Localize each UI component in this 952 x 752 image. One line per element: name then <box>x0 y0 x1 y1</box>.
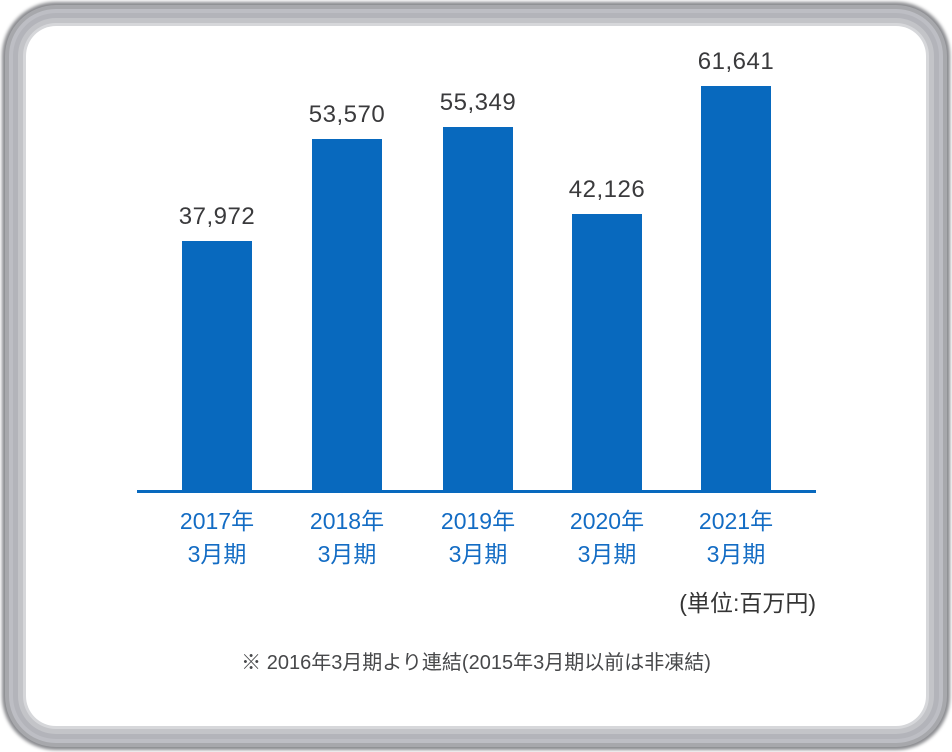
x-axis-label-line: 2018年 <box>309 508 385 534</box>
bar-value-label: 53,570 <box>308 101 386 128</box>
bar-value-label: 61,641 <box>697 48 775 75</box>
x-axis-label-line: 3月期 <box>577 541 637 567</box>
bar <box>572 214 642 490</box>
bar <box>182 241 252 490</box>
x-axis-label-line: 3月期 <box>706 541 766 567</box>
x-axis-label: 2020年 3月期 <box>527 505 687 571</box>
x-axis-label-line: 3月期 <box>187 541 247 567</box>
x-axis-line <box>137 490 816 493</box>
bar-value-label: 42,126 <box>568 176 646 203</box>
x-axis-label-line: 2020年 <box>569 508 645 534</box>
x-axis-label: 2018年 3月期 <box>267 505 427 571</box>
unit-note: (単位:百万円) <box>679 590 816 616</box>
x-axis-label-line: 3月期 <box>317 541 377 567</box>
bar-value-label: 55,349 <box>439 89 517 116</box>
bar-value-label: 37,972 <box>178 203 256 230</box>
x-axis-label-line: 2021年 <box>698 508 774 534</box>
x-axis-label: 2017年 3月期 <box>137 505 297 571</box>
bar <box>701 86 771 490</box>
chart-footnote: ※ 2016年3月期より連結(2015年3月期以前は非凍結) <box>241 652 711 674</box>
x-axis-label: 2019年 3月期 <box>398 505 558 571</box>
bar <box>443 127 513 490</box>
bar <box>312 139 382 490</box>
x-axis-label-line: 3月期 <box>448 541 508 567</box>
x-axis-label-line: 2017年 <box>179 508 255 534</box>
x-axis-label: 2021年 3月期 <box>656 505 816 571</box>
x-axis-label-line: 2019年 <box>440 508 516 534</box>
